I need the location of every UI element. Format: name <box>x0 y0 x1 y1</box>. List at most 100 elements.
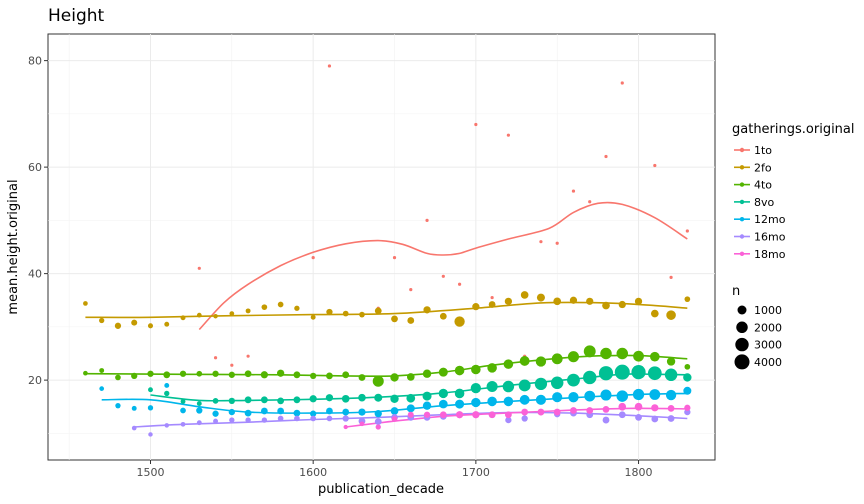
point-2fo <box>326 308 333 316</box>
point-4to <box>487 363 497 373</box>
point-4to <box>163 371 171 379</box>
point-12mo <box>310 410 317 417</box>
point-16mo <box>261 417 268 423</box>
point-16mo <box>602 416 610 424</box>
point-12mo <box>326 407 333 415</box>
point-2fo <box>147 323 154 329</box>
point-18mo <box>359 421 365 427</box>
point-16mo <box>131 425 137 431</box>
point-18mo <box>684 404 691 411</box>
point-12mo <box>196 407 203 414</box>
point-4to <box>99 368 105 373</box>
point-8vo <box>212 398 219 404</box>
point-2fo <box>586 297 594 305</box>
point-2fo <box>261 304 268 311</box>
point-8vo <box>228 397 235 405</box>
point-1to <box>539 240 543 244</box>
point-4to <box>228 371 235 378</box>
point-8vo <box>534 377 548 391</box>
point-16mo <box>310 415 317 422</box>
point-1to <box>653 163 657 168</box>
point-1to <box>327 64 332 68</box>
point-16mo <box>164 423 169 428</box>
legend-key-point-8vo <box>739 199 745 205</box>
point-4to <box>358 374 366 381</box>
point-1to <box>506 133 510 137</box>
point-8vo <box>583 370 597 385</box>
y-tick-label: 60 <box>28 161 42 174</box>
point-8vo <box>631 365 646 380</box>
point-12mo <box>519 394 530 405</box>
size-legend-label: 1000 <box>754 304 782 317</box>
point-1to <box>392 256 397 260</box>
point-2fo <box>310 314 316 320</box>
legend-label-16mo: 16mo <box>754 231 786 244</box>
point-16mo <box>294 415 300 422</box>
legend-label-1to: 1to <box>754 144 772 157</box>
point-18mo <box>667 404 675 412</box>
point-8vo <box>341 394 350 403</box>
size-legend-key <box>735 337 749 352</box>
point-12mo <box>212 410 219 417</box>
point-18mo <box>651 404 659 412</box>
point-12mo <box>147 405 154 411</box>
point-4to <box>600 347 612 360</box>
point-18mo <box>537 408 545 416</box>
point-18mo <box>488 411 496 419</box>
point-1to <box>409 288 413 292</box>
point-2fo <box>634 297 643 305</box>
point-1to <box>490 295 494 300</box>
point-2fo <box>520 291 529 299</box>
point-8vo <box>486 380 498 393</box>
size-legend-key <box>737 305 747 315</box>
point-2fo <box>114 322 122 329</box>
point-12mo <box>115 403 121 409</box>
point-4to <box>310 372 317 380</box>
legend-key-point-18mo <box>739 251 745 256</box>
point-8vo <box>358 393 366 402</box>
point-12mo <box>244 409 252 417</box>
legend-key-point-1to <box>739 147 745 153</box>
x-tick-label: 1500 <box>136 466 164 479</box>
point-1to <box>474 122 478 127</box>
point-18mo <box>439 411 447 419</box>
point-12mo <box>616 390 629 402</box>
legend-label-4to: 4to <box>754 179 772 192</box>
point-12mo <box>358 408 366 416</box>
point-18mo <box>343 424 348 430</box>
point-8vo <box>438 388 448 399</box>
axes: 1500 1600 1700 1800 20 40 60 80 <box>28 55 653 479</box>
point-12mo <box>649 389 661 400</box>
point-16mo <box>277 415 284 422</box>
point-12mo <box>374 410 382 418</box>
point-12mo <box>180 407 186 414</box>
point-2fo <box>472 303 480 311</box>
point-18mo <box>407 411 414 418</box>
legend: gatherings.original 1to 2fo 4to 8vo 12mo 16mo… <box>732 122 855 370</box>
point-16mo <box>196 420 202 426</box>
point-12mo <box>552 392 563 403</box>
point-2fo <box>245 308 251 314</box>
point-8vo <box>374 393 383 402</box>
point-2fo <box>536 293 545 302</box>
point-12mo <box>164 383 170 388</box>
size-legend-label: 3000 <box>754 339 782 352</box>
size-legend-label: 2000 <box>754 321 782 334</box>
point-18mo <box>391 416 398 422</box>
point-18mo <box>602 406 610 413</box>
gridlines <box>48 34 715 460</box>
point-2fo <box>602 301 610 310</box>
point-4to <box>244 370 252 378</box>
point-12mo <box>455 399 465 409</box>
point-16mo <box>245 417 251 423</box>
point-8vo <box>390 394 399 403</box>
point-4to <box>583 345 596 358</box>
point-8vo <box>260 396 268 404</box>
point-8vo <box>309 395 317 403</box>
point-4to <box>342 371 350 379</box>
point-4to <box>277 369 285 377</box>
point-12mo <box>632 388 645 401</box>
plot-panel <box>47 33 716 461</box>
point-2fo <box>618 300 626 309</box>
